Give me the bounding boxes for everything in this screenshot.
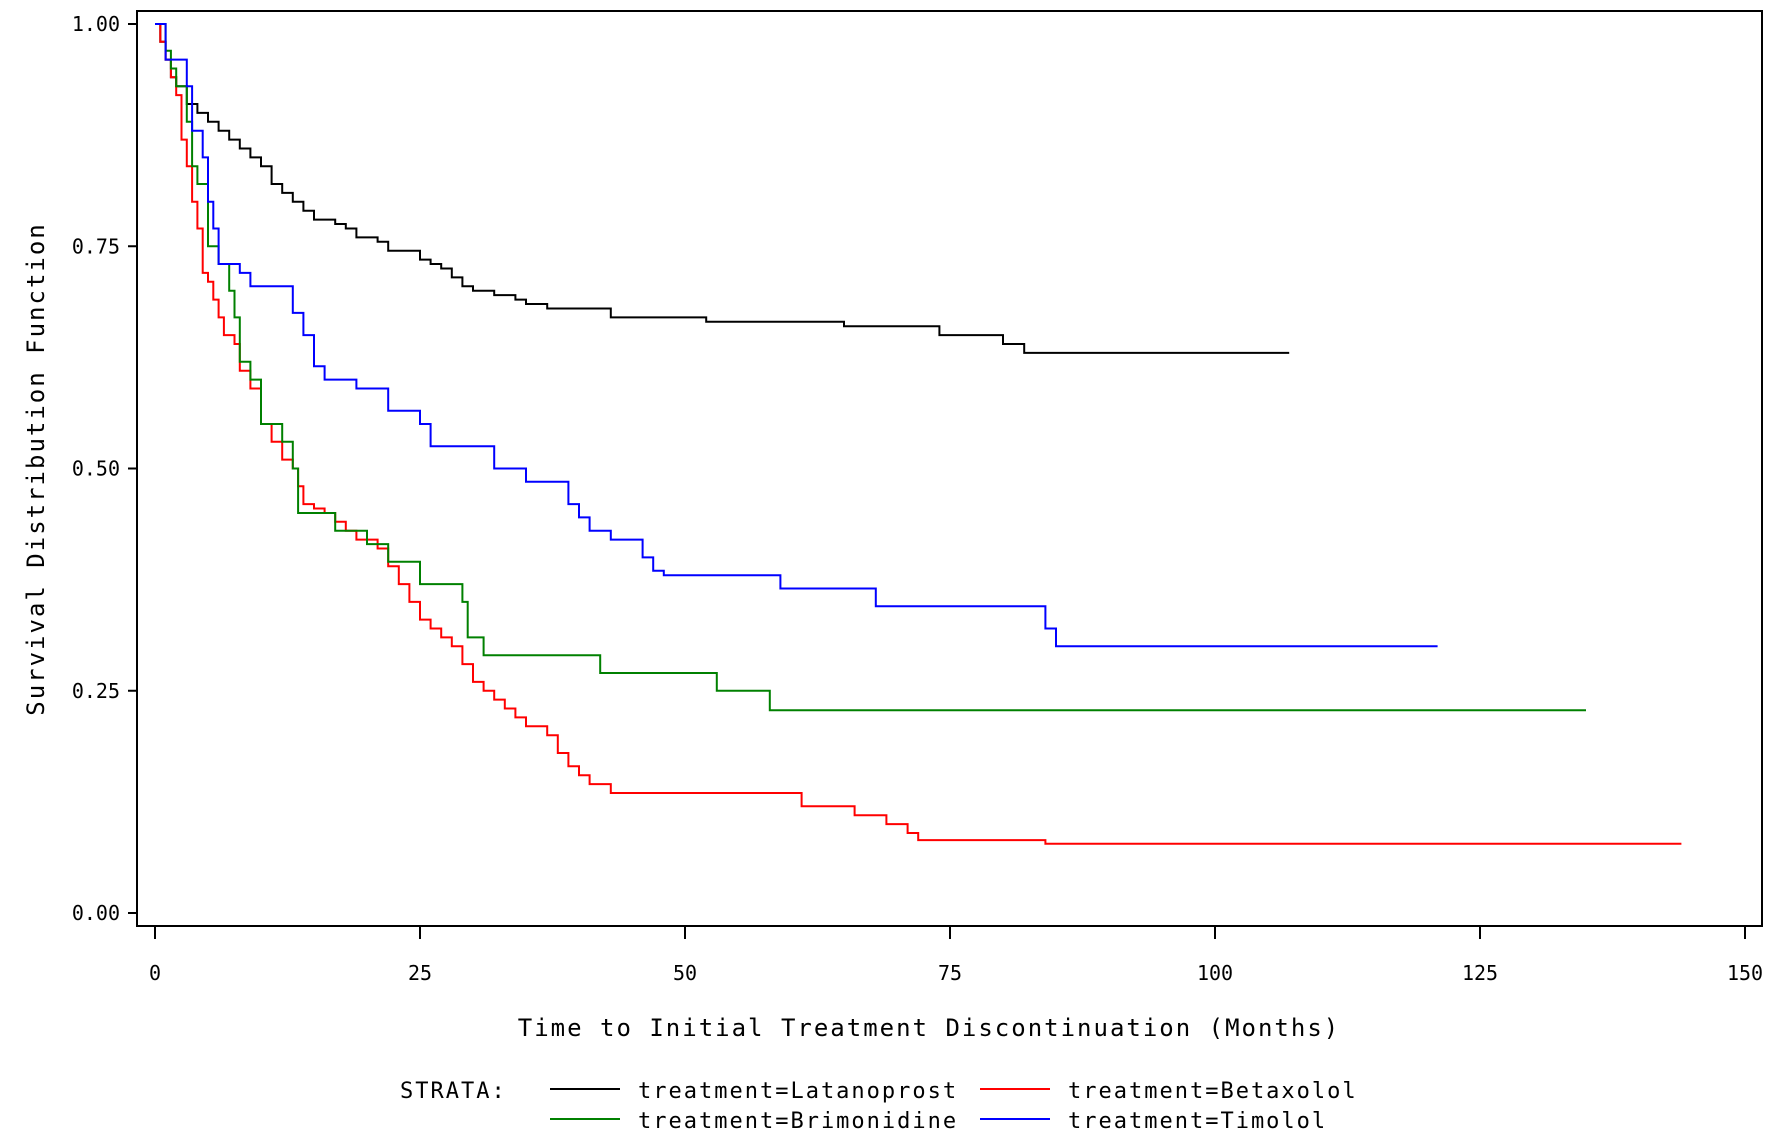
y-tick-label: 0.25 (72, 679, 120, 703)
y-tick-label: 0.50 (72, 457, 120, 481)
series-line-2 (155, 23, 1586, 712)
legend-label-1: treatment=Betaxolol (1068, 1079, 1358, 1104)
x-axis: 0 25 50 75 100 125 150 (149, 926, 1763, 985)
x-tick-label: 125 (1462, 961, 1498, 985)
x-tick-label: 75 (938, 961, 962, 985)
y-axis: 0.00 0.25 0.50 0.75 1.00 (72, 12, 137, 925)
y-tick-label: 1.00 (72, 12, 120, 36)
series-group (155, 23, 1682, 845)
legend-label-0: treatment=Latanoprost (638, 1079, 958, 1104)
legend-title: STRATA: (400, 1079, 507, 1104)
y-tick-label: 0.00 (72, 901, 120, 925)
legend-label-3: treatment=Timolol (1068, 1109, 1327, 1133)
x-tick-label: 50 (673, 961, 697, 985)
x-tick-label: 25 (408, 961, 432, 985)
series-line-1 (155, 23, 1682, 845)
x-tick-label: 100 (1197, 961, 1233, 985)
legend-label-2: treatment=Brimonidine (638, 1109, 958, 1133)
x-tick-label: 150 (1727, 961, 1763, 985)
legend: STRATA: treatment=Latanoprost treatment=B… (400, 1079, 1358, 1133)
series-line-3 (155, 23, 1438, 648)
y-axis-title: Survival Distribution Function (22, 222, 50, 715)
plot-frame (136, 10, 1763, 927)
x-axis-title: Time to Initial Treatment Discontinuatio… (518, 1014, 1340, 1042)
x-tick-label: 0 (149, 961, 161, 985)
series-line-0 (155, 23, 1290, 354)
y-tick-label: 0.75 (72, 234, 120, 258)
